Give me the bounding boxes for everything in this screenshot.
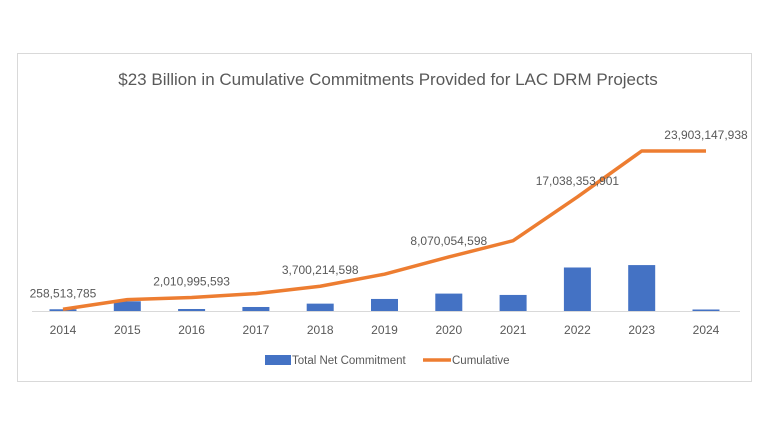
data-label-2014: 258,513,785 [30, 286, 97, 300]
legend-swatch-bar [265, 355, 291, 365]
bar-2017 [242, 306, 270, 311]
bar-2023 [628, 265, 656, 311]
data-label-2018: 3,700,214,598 [282, 263, 359, 277]
bar-2016 [178, 308, 206, 311]
bar-2022 [563, 267, 591, 311]
bar-2015 [113, 301, 141, 311]
chart-title: $23 Billion in Cumulative Commitments Pr… [118, 70, 657, 89]
bar-2024 [692, 309, 720, 311]
bar-2019 [371, 298, 398, 311]
x-tick-2014: 2014 [50, 323, 77, 337]
bar-2014 [49, 309, 77, 311]
x-tick-2019: 2019 [371, 323, 398, 337]
data-label-2024: 23,903,147,938 [664, 128, 748, 142]
x-tick-2020: 2020 [435, 323, 462, 337]
bar-2018 [306, 303, 334, 311]
data-label-2016: 2,010,995,593 [153, 275, 230, 289]
legend-label-line: Cumulative [452, 355, 510, 367]
x-tick-2021: 2021 [500, 323, 527, 337]
bar-2021 [499, 294, 527, 311]
x-tick-2023: 2023 [628, 323, 655, 337]
x-tick-2022: 2022 [564, 323, 591, 337]
data-label-2020: 8,070,054,598 [410, 234, 487, 248]
bar-2020 [435, 293, 463, 311]
x-tick-2015: 2015 [114, 323, 141, 337]
x-tick-2016: 2016 [178, 323, 205, 337]
legend-label-bar: Total Net Commitment [292, 355, 407, 367]
x-tick-2017: 2017 [243, 323, 270, 337]
data-label-2022: 17,038,353,901 [536, 174, 620, 188]
chart-frame [17, 53, 752, 382]
x-tick-2024: 2024 [693, 323, 720, 337]
x-tick-2018: 2018 [307, 323, 334, 337]
